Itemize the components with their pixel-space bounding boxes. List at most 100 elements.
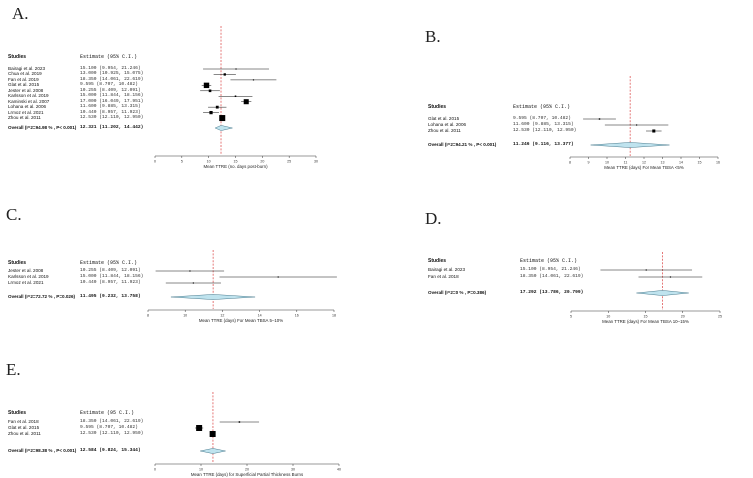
x-tick-label: 16	[716, 161, 720, 165]
overall-diamond	[170, 294, 256, 300]
study-name: Karlsson et al. 2019	[8, 93, 49, 99]
x-tick-label: 25	[718, 315, 722, 319]
x-tick-label: 8	[147, 314, 149, 318]
overall-diamond	[636, 290, 689, 296]
point-estimate-square	[277, 276, 279, 278]
study-name: Jester et al. 2008	[8, 268, 44, 273]
x-axis-title: Mean TTRE (no. days post-burn)	[203, 164, 268, 169]
study-name: Jester et al. 2008	[8, 87, 44, 93]
study-estimate: 15.100 (8.954, 21.246)	[520, 267, 581, 272]
study-estimate: 18.350 (14.061, 22.619)	[80, 419, 144, 424]
overall-label: Overall (I^2=72.72 % , P=0.026)	[8, 294, 76, 299]
panel-letter-a: A.	[12, 4, 29, 23]
point-estimate-square	[669, 276, 672, 278]
study-name: Zhou et al. 2011	[428, 128, 461, 133]
x-tick-label: 20	[245, 468, 249, 472]
study-name: Lrmoz et al. 2021	[8, 109, 44, 115]
x-tick-label: 10	[199, 468, 203, 472]
x-tick-label: 20	[260, 160, 264, 164]
study-name: Glat et al. 2015	[428, 116, 460, 121]
study-estimate: 15.100 (9.954, 21.246)	[80, 66, 141, 71]
study-name: Bairagi et al. 2023	[428, 267, 466, 272]
point-estimate-square	[208, 89, 212, 93]
x-tick-label: 10	[183, 314, 187, 318]
study-name: Lohana et al. 2006	[428, 122, 467, 127]
panel-letter-e: E.	[6, 360, 21, 379]
point-estimate-square	[598, 118, 601, 120]
overall-estimate: 11.495 (9.232, 13.758)	[80, 294, 141, 299]
study-name: Fan et al. 2018	[428, 274, 459, 279]
study-estimate: 9.595 (8.707, 10.482)	[80, 425, 138, 430]
study-estimate: 18.350 (14.061, 22.619)	[520, 274, 584, 279]
study-name: Lohana et al. 2006	[8, 104, 47, 110]
study-name: Zhou et al. 2011	[8, 115, 41, 121]
column-header-studies: Studies	[428, 258, 447, 264]
point-estimate-square	[252, 79, 255, 81]
overall-estimate: 17.292 (13.786, 20.799)	[520, 290, 584, 295]
study-name: Lrmoz et al. 2021	[8, 280, 44, 285]
x-axis-title: Mean TTRE (days) For Mean TBSA 5–10%	[199, 318, 283, 323]
x-tick-label: 11	[624, 161, 628, 165]
point-estimate-square	[192, 282, 194, 284]
study-name: Kaminski et al. 2007	[8, 98, 50, 104]
column-header-studies: Studies	[8, 260, 27, 266]
point-estimate-square	[209, 431, 216, 437]
x-tick-label: 40	[337, 468, 341, 472]
overall-diamond	[590, 142, 670, 148]
point-estimate-square	[636, 124, 638, 126]
column-header-estimate: Estimate (95% C.I.)	[80, 260, 138, 266]
x-tick-label: 13	[661, 161, 665, 165]
point-estimate-square	[219, 115, 226, 122]
point-estimate-square	[196, 425, 203, 431]
column-header-studies: Studies	[8, 54, 27, 60]
study-name: Fan et al. 2018	[8, 419, 39, 424]
column-header-studies: Studies	[8, 410, 27, 416]
column-header-estimate: Estimate (95 C.I.)	[80, 410, 135, 416]
study-estimate: 9.595 (8.707, 10.482)	[513, 116, 571, 121]
column-header-studies: Studies	[428, 104, 447, 110]
study-name: Chua et al. 2019	[8, 71, 42, 77]
point-estimate-square	[223, 73, 226, 76]
study-estimate: 10.440 (8.957, 11.923)	[80, 280, 141, 285]
x-tick-label: 0	[154, 468, 156, 472]
x-tick-label: 10	[207, 160, 211, 164]
x-tick-label: 15	[698, 161, 702, 165]
point-estimate-square	[215, 105, 219, 109]
study-estimate: 12.530 (12.110, 12.950)	[80, 431, 144, 436]
study-estimate: 12.530 (12.110, 12.950)	[513, 128, 577, 133]
point-estimate-square	[243, 99, 249, 105]
study-estimate: 18.350 (14.061, 22.619)	[80, 76, 144, 82]
point-estimate-square	[234, 95, 237, 98]
study-estimate: 17.000 (16.049, 17.951)	[80, 98, 144, 104]
overall-estimate: 12.321 (11.202, 14.442)	[80, 125, 144, 130]
x-tick-label: 15	[644, 315, 648, 319]
study-estimate: 15.000 (11.844, 18.156)	[80, 93, 144, 99]
x-tick-label: 14	[258, 314, 262, 318]
column-header-estimate: Estimate (95% C.I.)	[80, 54, 138, 60]
panel-letter-c: C.	[6, 205, 22, 224]
x-tick-label: 12	[220, 314, 224, 318]
study-estimate: 11.600 (9.885, 13.315)	[80, 104, 141, 110]
study-estimate: 10.255 (8.409, 12.091)	[80, 268, 141, 273]
study-estimate: 13.000 (10.925, 15.075)	[80, 71, 144, 77]
x-axis-title: Mean TTRE (days) for Superficial Partial…	[191, 472, 304, 477]
point-estimate-square	[238, 421, 241, 423]
study-estimate: 15.000 (11.844, 18.156)	[80, 274, 144, 279]
x-tick-label: 0	[154, 160, 156, 164]
x-tick-label: 16	[295, 314, 299, 318]
overall-diamond	[214, 125, 233, 131]
x-tick-label: 18	[332, 314, 336, 318]
point-estimate-square	[652, 129, 656, 133]
x-tick-label: 5	[181, 160, 183, 164]
x-tick-label: 25	[287, 160, 291, 164]
point-estimate-square	[209, 110, 213, 115]
panel-letter-b: B.	[425, 27, 441, 46]
column-header-estimate: Estimate (95% C.I.)	[513, 104, 571, 110]
study-name: Glat et al. 2015	[8, 82, 40, 88]
panel-letter-d: D.	[425, 209, 442, 228]
point-estimate-square	[189, 270, 191, 272]
x-tick-label: 5	[570, 315, 572, 319]
column-header-estimate: Estimate (95% C.I.)	[520, 258, 578, 264]
x-tick-label: 9	[588, 161, 590, 165]
overall-diamond	[200, 448, 226, 454]
